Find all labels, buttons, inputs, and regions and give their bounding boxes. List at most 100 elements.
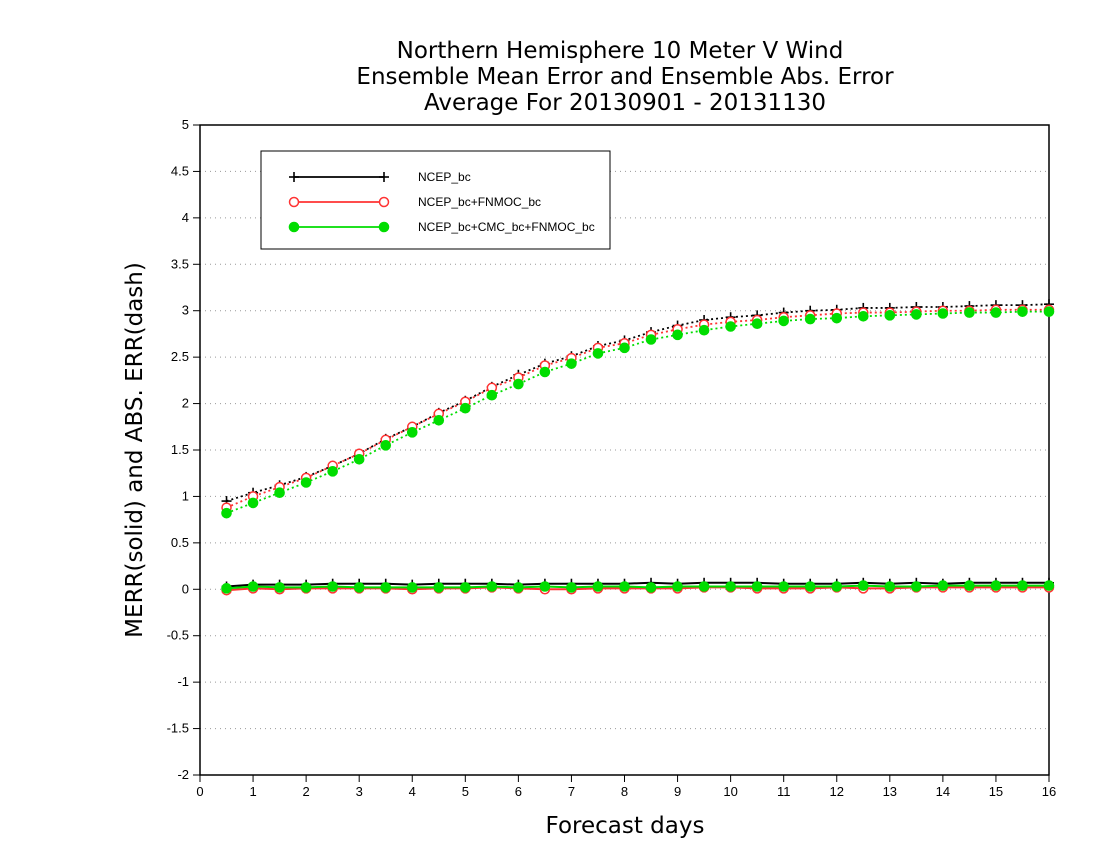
abs-error-point	[592, 348, 604, 359]
mean-error-point	[964, 580, 975, 591]
abs-error-point	[539, 366, 551, 378]
x-tick-label: 16	[1042, 784, 1056, 799]
mean-error-point	[698, 581, 710, 592]
x-tick-label: 0	[196, 784, 203, 799]
mean-error-point	[751, 581, 763, 592]
legend-label: NCEP_bc+CMC_bc+FNMOC_bc	[418, 220, 595, 234]
abs-error-point	[460, 402, 471, 414]
series-2	[221, 304, 1055, 596]
legend-label: NCEP_bc	[418, 170, 471, 184]
y-tick-label: 2.5	[171, 349, 189, 364]
abs-error-point	[1043, 306, 1055, 317]
legend-label: NCEP_bc+FNMOC_bc	[418, 195, 541, 209]
mean-error-point	[327, 581, 338, 592]
chart-title: Northern Hemisphere 10 Meter V Wind Ense…	[356, 38, 894, 116]
x-tick-label: 12	[830, 784, 844, 799]
x-tick-label: 6	[515, 784, 522, 799]
mean-error-point	[300, 582, 312, 593]
abs-error-point	[911, 309, 922, 320]
y-tick-label: -2	[177, 767, 189, 782]
legend-marker	[379, 172, 389, 182]
x-tick-label: 9	[674, 784, 681, 799]
mean-error-point	[1017, 580, 1028, 591]
mean-error-point	[566, 582, 577, 593]
abs-error-point	[513, 378, 524, 390]
abs-error-point	[964, 307, 975, 318]
x-tick-label: 5	[462, 784, 469, 799]
y-tick-label: 5	[182, 117, 189, 132]
legend-marker	[288, 221, 300, 233]
x-tick-label: 11	[777, 784, 791, 799]
mean-error-point	[645, 582, 657, 593]
mean-error-point	[725, 581, 736, 592]
y-tick-label: 2	[182, 396, 189, 411]
abs-error-point	[300, 477, 312, 488]
abs-error-line	[226, 303, 1050, 502]
mean-error-point	[433, 582, 445, 593]
title-line-2: Ensemble Mean Error and Ensemble Abs. Er…	[356, 64, 894, 90]
mean-error-point	[353, 582, 365, 593]
mean-error-point	[539, 581, 551, 592]
x-tick-label: 13	[883, 784, 897, 799]
legend-box	[260, 150, 611, 250]
legend: NCEP_bc NCEP_bc+FNMOC_bc NCEP_bc+CMC_bc+FN…	[260, 150, 611, 250]
legend-marker	[288, 196, 300, 208]
abs-error-point	[778, 315, 789, 327]
mean-error-point	[804, 581, 816, 592]
y-tick-label: -1	[177, 674, 189, 689]
mean-error-point	[247, 581, 259, 592]
abs-error-point	[327, 466, 338, 477]
abs-error-point	[990, 307, 1002, 318]
abs-error-point	[937, 308, 949, 319]
abs-error-point	[486, 389, 498, 401]
mean-error-point	[460, 582, 471, 593]
x-axis-label: Forecast days	[546, 813, 705, 839]
abs-error-point	[672, 329, 683, 341]
mean-error-point	[857, 580, 869, 591]
series-layer	[221, 299, 1055, 596]
legend-marker	[289, 172, 299, 182]
y-tick-label: -0.5	[167, 628, 189, 643]
y-tick-label: 1	[182, 488, 189, 503]
title-line-3: Average For 20130901 - 20131130	[424, 90, 826, 116]
x-tick-label: 1	[249, 784, 256, 799]
abs-error-point	[433, 414, 445, 426]
y-tick-label: 3	[182, 303, 189, 318]
mean-error-point	[911, 581, 922, 592]
mean-error-point	[619, 581, 630, 592]
abs-error-line	[226, 308, 1049, 509]
mean-error-point	[1043, 580, 1055, 591]
mean-error-point	[221, 583, 232, 594]
mean-error-point	[937, 580, 949, 591]
mean-error-point	[884, 581, 896, 592]
y-tick-label: -1.5	[167, 721, 189, 736]
abs-error-point	[274, 487, 285, 499]
x-tick-label: 7	[568, 784, 575, 799]
legend-item: NCEP_bc+CMC_bc+FNMOC_bc	[288, 220, 595, 234]
abs-error-point	[804, 313, 816, 325]
x-tick-label: 8	[621, 784, 628, 799]
y-tick-label: 4	[182, 210, 189, 225]
x-tick-label: 14	[936, 784, 950, 799]
abs-error-point	[698, 324, 710, 336]
series-3	[221, 306, 1055, 594]
abs-error-point	[725, 321, 736, 332]
y-tick-label: 0	[182, 581, 189, 596]
y-tick-label: 3.5	[171, 256, 189, 271]
abs-error-point	[247, 497, 259, 509]
abs-error-point	[751, 318, 763, 330]
abs-error-point	[566, 358, 577, 369]
abs-error-point	[857, 310, 869, 322]
x-tick-label: 3	[356, 784, 363, 799]
x-tick-label: 15	[989, 784, 1003, 799]
mean-error-point	[513, 582, 524, 593]
title-line-1: Northern Hemisphere 10 Meter V Wind	[397, 38, 844, 64]
axis-ticks: -2-1.5-1-0.500.511.522.533.544.550 1 2 3 4 5 6…	[167, 117, 1057, 799]
abs-error-point	[884, 310, 896, 321]
mean-error-point	[672, 581, 683, 592]
mean-error-point	[380, 582, 392, 593]
mean-error-point	[406, 582, 418, 593]
abs-error-point	[619, 342, 630, 354]
abs-error-point	[831, 312, 843, 324]
